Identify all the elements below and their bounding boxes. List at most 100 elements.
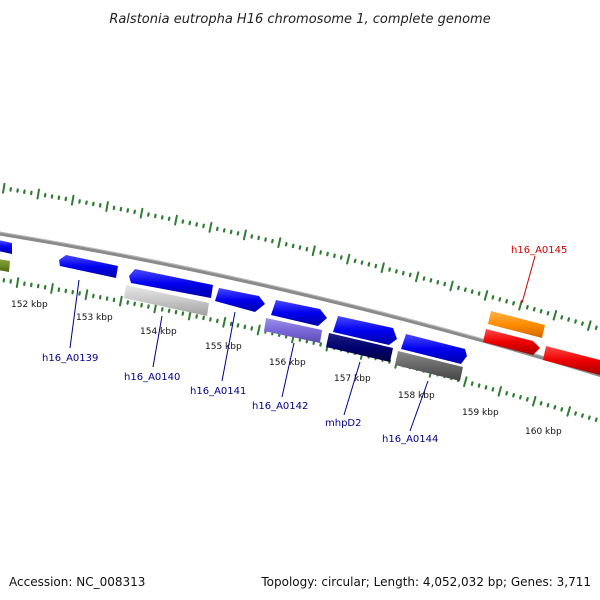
minor-tick (147, 212, 150, 217)
minor-tick (133, 301, 136, 307)
minor-tick (463, 287, 467, 292)
leader-line (409, 380, 429, 432)
gene-arrow-h16-A0145[interactable] (488, 311, 545, 338)
minor-tick (236, 323, 240, 328)
leader-line (343, 361, 361, 416)
minor-tick (167, 308, 171, 313)
major-tick (463, 376, 468, 387)
gene-label-h16-A0140[interactable]: h16_A0140 (124, 372, 180, 383)
gene-arrow-h16-A0140[interactable] (129, 269, 213, 298)
gene-arrow-h16-A0139[interactable] (59, 255, 118, 278)
minor-tick (126, 208, 130, 213)
minor-tick (512, 393, 516, 398)
tick-label: 152 kbp (11, 300, 48, 310)
gene-arrow-h16-A0144-rna[interactable] (395, 351, 463, 381)
major-tick (587, 320, 592, 331)
gene-arrow-h16-A0142-rna[interactable] (264, 318, 322, 343)
minor-tick (367, 262, 371, 267)
gene-arrow-h16-A0141[interactable] (215, 288, 265, 312)
gene-arrow-h16-A0140-rna[interactable] (124, 285, 209, 316)
minor-tick (257, 235, 260, 241)
minor-tick (594, 417, 598, 422)
minor-tick (229, 321, 233, 327)
map-title: Ralstonia eutropha H16 chromosome 1, com… (109, 12, 490, 27)
minor-tick (594, 325, 598, 330)
major-tick (532, 395, 537, 407)
minor-tick (160, 307, 164, 312)
minor-tick (395, 269, 398, 274)
major-tick (2, 182, 6, 194)
major-tick (36, 188, 40, 200)
minor-tick (429, 278, 433, 283)
tick-label: 156 kbp (269, 358, 306, 368)
gene-arrow-h16-A0145-rna[interactable] (483, 329, 540, 355)
minor-tick (560, 315, 564, 320)
minor-tick (498, 297, 502, 302)
gene-leader-lines (69, 255, 536, 432)
minor-tick (126, 300, 130, 305)
gene-labels: h16_A0139 h16_A0140 h16_A0141 h16_A0142 … (42, 245, 567, 445)
gene-label-h16-A0139[interactable]: h16_A0139 (42, 353, 98, 364)
minor-tick (560, 407, 564, 412)
minor-tick (222, 228, 226, 233)
minor-tick (401, 270, 405, 276)
minor-tick (271, 238, 274, 244)
minor-tick (422, 276, 426, 281)
major-tick (415, 271, 420, 283)
major-tick (222, 316, 227, 328)
gene-arrow[interactable] (0, 259, 10, 272)
gene-arrow[interactable] (0, 240, 12, 254)
minor-tick (319, 250, 322, 255)
minor-tick (229, 229, 233, 235)
tick-label: 155 kbp (205, 342, 242, 352)
gene-arrow-mhpD2[interactable] (333, 316, 397, 345)
major-tick (174, 214, 178, 226)
minor-tick (353, 258, 357, 264)
minor-tick (326, 251, 329, 257)
minor-tick (195, 222, 198, 227)
gene-arrow-h16-A0142[interactable] (271, 300, 327, 326)
gene-label-mhpD2[interactable]: mhpD2 (325, 418, 362, 429)
minor-tick (339, 255, 343, 260)
minor-tick (250, 326, 254, 331)
gene-label-h16-A0144[interactable]: h16_A0144 (382, 434, 438, 445)
minor-tick (91, 293, 95, 299)
minor-tick (388, 267, 391, 272)
major-tick (380, 262, 385, 274)
minor-tick (312, 340, 316, 345)
major-tick (105, 201, 109, 212)
minor-tick (291, 243, 295, 249)
major-tick (208, 222, 213, 233)
gene-arrow-mhpD2-rna[interactable] (326, 333, 393, 362)
tick-label: 159 kbp (462, 408, 499, 418)
minor-tick (181, 311, 185, 316)
minor-tick (140, 302, 143, 308)
minor-tick (470, 289, 474, 294)
gene-label-h16-A0141[interactable]: h16_A0141 (190, 386, 246, 397)
major-tick (50, 283, 54, 294)
minor-tick (443, 281, 447, 287)
minor-tick (484, 385, 488, 390)
major-tick (84, 289, 89, 301)
minor-tick (305, 338, 309, 344)
minor-tick (436, 280, 440, 285)
gene-arrow[interactable] (543, 346, 600, 375)
minor-tick (154, 213, 157, 219)
major-tick (139, 207, 144, 219)
minor-tick (491, 387, 495, 392)
tick-label: 153 kbp (76, 313, 113, 323)
minor-tick (78, 291, 81, 296)
gene-label-h16-A0145[interactable]: h16_A0145 (511, 245, 567, 256)
minor-tick (216, 226, 219, 232)
major-tick (256, 324, 261, 336)
major-tick (119, 295, 123, 307)
minor-tick (167, 216, 171, 221)
major-tick (552, 310, 558, 321)
major-tick (15, 277, 20, 288)
major-tick (449, 280, 454, 292)
gene-arrow-h16-A0144[interactable] (401, 334, 467, 364)
gene-features (0, 240, 600, 381)
gene-label-h16-A0142[interactable]: h16_A0142 (252, 401, 308, 412)
tick-label: 157 kbp (334, 374, 371, 384)
